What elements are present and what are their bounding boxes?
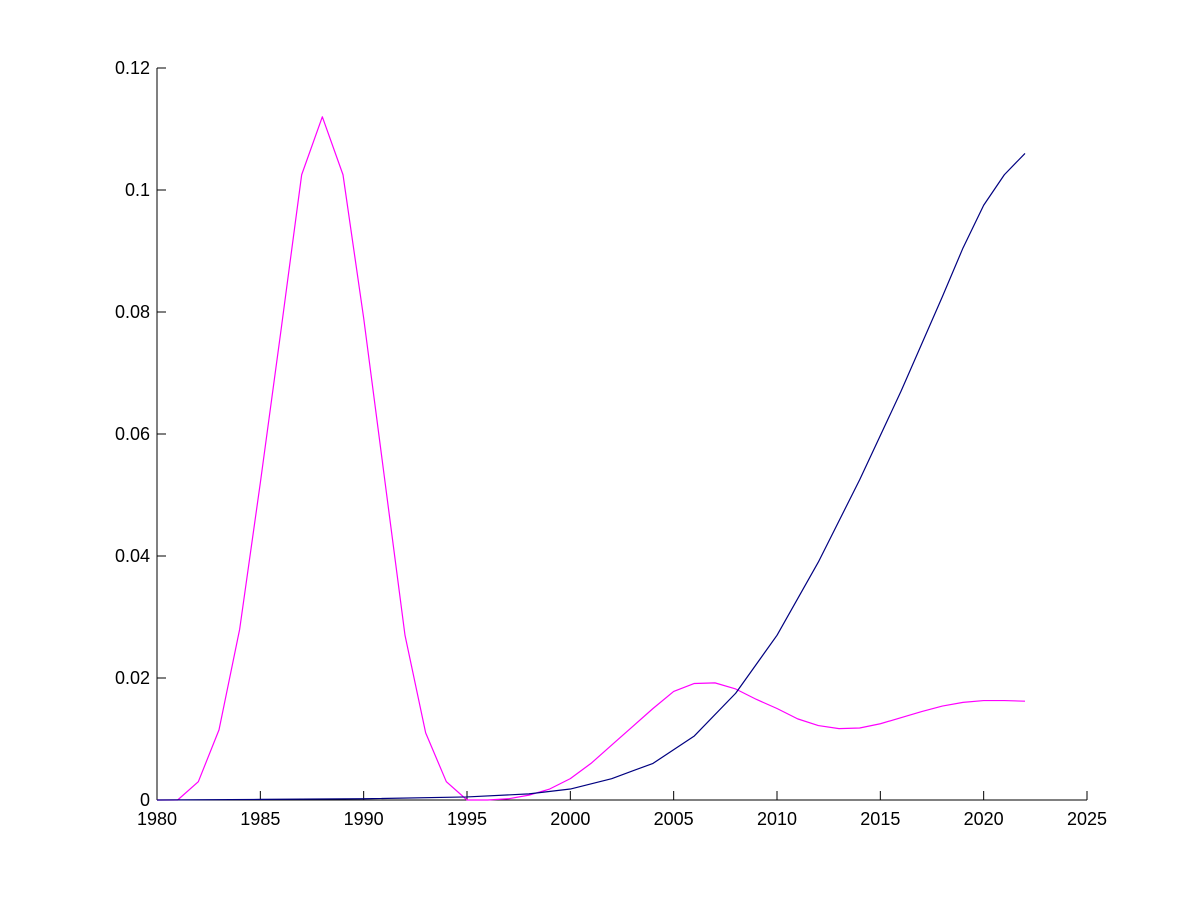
series-line-1	[157, 116, 1026, 801]
y-tick-label: 0.02	[115, 668, 150, 688]
x-tick-label: 1995	[447, 809, 487, 829]
x-tick-label: 2015	[860, 809, 900, 829]
x-tick-label: 2000	[550, 809, 590, 829]
x-tick-label: 1980	[137, 809, 177, 829]
x-tick-label: 2010	[757, 809, 797, 829]
y-tick-label: 0.06	[115, 424, 150, 444]
x-tick-label: 1990	[344, 809, 384, 829]
x-tick-label: 1985	[240, 809, 280, 829]
y-tick-label: 0.12	[115, 58, 150, 78]
x-tick-label: 2005	[654, 809, 694, 829]
y-tick-label: 0.04	[115, 546, 150, 566]
series-lines	[156, 116, 1026, 801]
y-tick-label: 0.08	[115, 302, 150, 322]
y-tick-label: 0.1	[125, 180, 150, 200]
y-tick-label: 0	[140, 790, 150, 810]
axes: 1980 1985 1990 1995 2000 2005 2010 2015 2020 2025…	[115, 58, 1107, 829]
series-line-2	[156, 152, 1026, 801]
x-tick-label: 2025	[1067, 809, 1107, 829]
x-tick-label: 2020	[964, 809, 1004, 829]
